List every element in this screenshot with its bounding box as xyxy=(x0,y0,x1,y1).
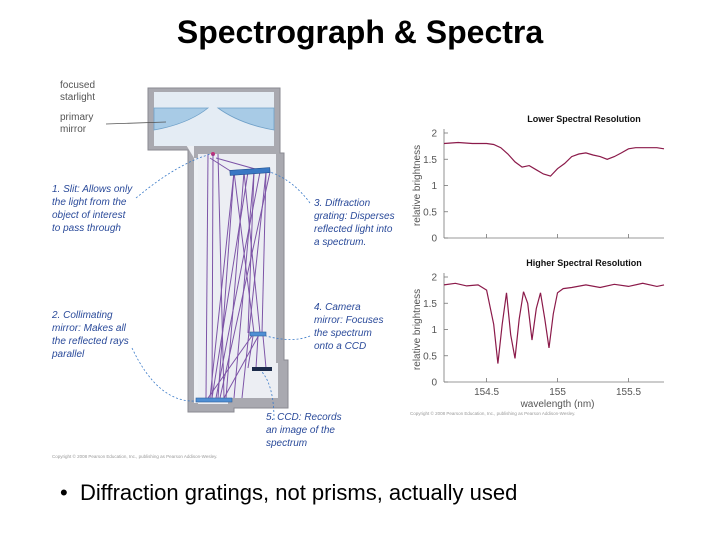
label-primary: primary xyxy=(60,112,93,123)
diffraction-grating xyxy=(229,167,271,176)
y-tick-label-1-4: 2 xyxy=(431,129,437,140)
bullet-item: • Diffraction gratings, not prisms, actua… xyxy=(60,480,517,506)
y-tick-label-2-4: 2 xyxy=(431,273,437,284)
diffraction-line-2: grating: Disperses xyxy=(314,211,395,222)
y-tick-label-1-2: 1 xyxy=(431,181,437,192)
camera-line-3: the spectrum xyxy=(314,328,372,339)
collimating-line-1: 2. Collimating xyxy=(51,310,113,321)
label-slit: 1. Slit: Allows only the light from the … xyxy=(52,184,133,234)
bullet-dot: • xyxy=(60,480,68,505)
bullet-text: Diffraction gratings, not prisms, actual… xyxy=(80,480,518,505)
label-mirror: mirror xyxy=(60,124,87,135)
camera-line-1: 4. Camera xyxy=(314,302,361,313)
spectrum-line-1 xyxy=(443,141,665,177)
collimating-line-3: the reflected rays xyxy=(52,336,129,347)
y-tick-label-1-3: 1.5 xyxy=(423,155,437,166)
collimating-mirror xyxy=(195,397,233,403)
collimating-line-4: parallel xyxy=(51,349,85,360)
slit-line-3: object of interest xyxy=(52,210,127,221)
y-axis-label-2: relative brightness xyxy=(412,289,423,370)
y-tick-label-2-3: 1.5 xyxy=(423,299,437,310)
x-tick-label-2-0: 154.5 xyxy=(474,387,499,398)
x-tick-label-2-1: 155 xyxy=(549,387,566,398)
spectra-plots-svg: Lower Spectral Resolution 0 0.5 1 1.5 2 relati… xyxy=(410,114,665,416)
diffraction-line-4: a spectrum. xyxy=(314,237,366,248)
primary-mirror-right xyxy=(216,107,275,131)
leader-lines xyxy=(131,153,311,421)
light-rays xyxy=(205,153,271,399)
ccd-line-3: spectrum xyxy=(266,438,307,449)
plot-title-1: Lower Spectral Resolution xyxy=(527,114,641,124)
y-tick-label-1-0: 0 xyxy=(431,234,437,245)
ccd-line-1: 5. CCD: Records xyxy=(266,412,342,423)
camera-line-2: mirror: Focuses xyxy=(314,315,383,326)
ccd-line-2: an image of the xyxy=(266,425,335,436)
label-ccd: 5. CCD: Records an image of the spectrum xyxy=(266,412,342,449)
label-focused: focused xyxy=(60,80,95,91)
spectrograph-svg: focused starlight primary mirror 1. Slit… xyxy=(51,80,395,459)
slit-line-2: the light from the xyxy=(52,197,127,208)
diagram-copyright: Copyright © 2008 Pearson Education, Inc.… xyxy=(52,453,217,459)
y-axis-label-1: relative brightness xyxy=(412,145,423,226)
y-tick-label-2-1: 0.5 xyxy=(423,351,437,362)
y-tick-label-1-1: 0.5 xyxy=(423,207,437,218)
camera-line-4: onto a CCD xyxy=(314,341,366,352)
y-tick-label-2-2: 1 xyxy=(431,325,437,336)
x-axis-label-2: wavelength (nm) xyxy=(520,399,595,410)
slide-title: Spectrograph & Spectra xyxy=(176,14,544,50)
y-tick-label-2-0: 0 xyxy=(431,378,437,389)
plots-copyright: Copyright © 2008 Pearson Education, Inc.… xyxy=(410,410,575,416)
plot-title-2: Higher Spectral Resolution xyxy=(526,258,642,268)
upper-chamber xyxy=(154,92,274,146)
slit-line-1: 1. Slit: Allows only xyxy=(52,184,133,195)
diffraction-line-1: 3. Diffraction xyxy=(314,198,371,209)
label-diffraction: 3. Diffraction grating: Disperses reflec… xyxy=(314,198,395,248)
ccd-detector xyxy=(252,367,272,371)
spectrograph-diagram: focused starlight primary mirror 1. Slit… xyxy=(48,68,448,463)
primary-mirror-pointer xyxy=(105,121,167,125)
camera-mirror xyxy=(249,331,267,337)
x-tick-label-2-2: 155.5 xyxy=(616,387,641,398)
label-starlight: starlight xyxy=(60,92,95,103)
collimating-line-2: mirror: Makes all xyxy=(52,323,127,334)
label-camera: 4. Camera mirror: Focuses the spectrum o… xyxy=(314,302,383,352)
spectra-plots: Lower Spectral Resolution 0 0.5 1 1.5 2 relati… xyxy=(408,105,668,425)
slit-line-4: to pass through xyxy=(52,223,121,234)
diffraction-line-3: reflected light into xyxy=(314,224,393,235)
spectrum-line-2 xyxy=(443,282,665,364)
label-collimating: 2. Collimating mirror: Makes all the ref… xyxy=(51,310,129,360)
primary-mirror-left xyxy=(153,107,210,131)
